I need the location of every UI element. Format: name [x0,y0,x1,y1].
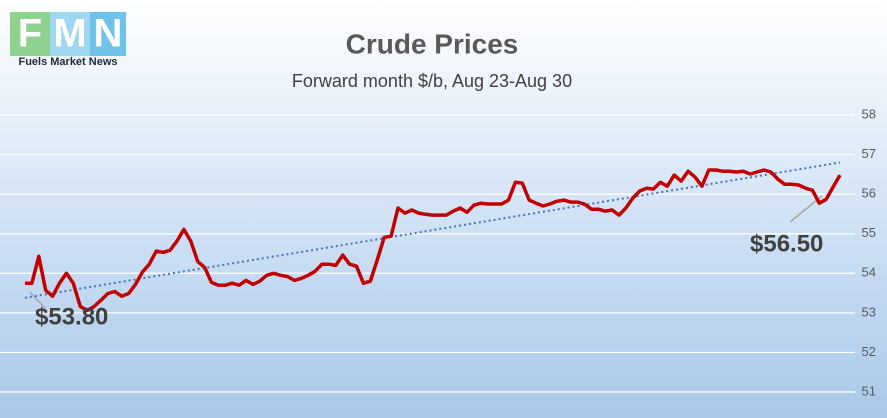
logo-letter: M [53,12,86,56]
y-tick-label: 52 [862,344,876,359]
annotation: $53.80 [35,303,108,330]
logo-letter: N [94,12,123,56]
y-tick-label: 51 [862,383,876,398]
chart-subtitle: Forward month $/b, Aug 23-Aug 30 [292,71,572,91]
y-tick-label: 54 [862,265,876,280]
logo: F M N Fuels Market News [10,12,126,68]
callout-line [29,291,46,309]
logo-block [10,12,50,56]
series-line [25,168,842,313]
logo-block [50,12,90,56]
y-tick-label: 56 [862,186,876,201]
chart-title: Crude Prices [346,28,519,59]
annotation: $56.50 [750,230,823,257]
logo-letter: F [18,12,42,56]
logo-block [90,12,126,56]
y-tick-label: 57 [862,146,876,161]
y-tick-label: 55 [862,225,876,240]
y-tick-label: 53 [862,304,876,319]
y-tick-label: 58 [862,106,876,121]
logo-tagline: Fuels Market News [18,56,117,68]
